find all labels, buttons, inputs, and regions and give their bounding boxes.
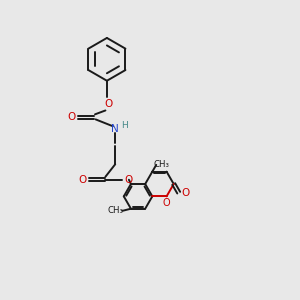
Text: H: H (121, 121, 128, 130)
Text: O: O (78, 175, 87, 185)
Text: O: O (104, 99, 112, 109)
Text: O: O (125, 175, 133, 185)
Text: O: O (68, 112, 76, 122)
Text: CH₃: CH₃ (108, 206, 124, 215)
Text: CH₃: CH₃ (154, 160, 169, 169)
Text: N: N (111, 124, 119, 134)
Text: O: O (163, 198, 170, 208)
Text: O: O (181, 188, 189, 198)
